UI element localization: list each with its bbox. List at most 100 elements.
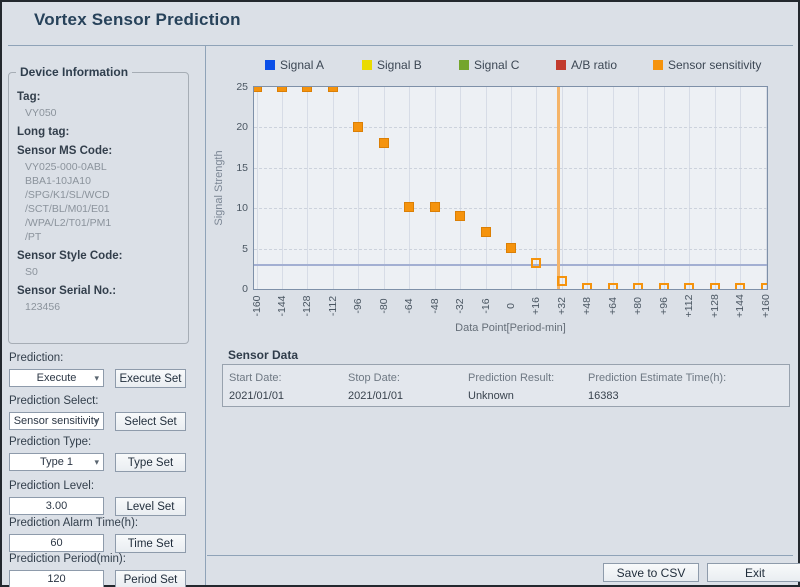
device-information-title: Device Information xyxy=(16,65,133,79)
data-point-marker xyxy=(556,275,567,286)
legend-swatch-icon xyxy=(653,60,663,70)
prediction-alarm-time-row: Time Set xyxy=(9,534,191,553)
data-point-marker xyxy=(684,282,695,289)
x-tick-label: -32 xyxy=(454,298,467,314)
device-field-label: Sensor Style Code: xyxy=(17,250,123,262)
data-point-marker xyxy=(735,282,746,289)
x-tick-label: +48 xyxy=(581,297,594,315)
prediction-type-select[interactable]: Type 1 ▾ xyxy=(9,453,104,471)
legend-swatch-icon xyxy=(362,60,372,70)
data-point-marker xyxy=(658,282,669,289)
data-point-marker xyxy=(582,282,593,289)
x-tick-label: +16 xyxy=(530,297,543,315)
prediction-select-set-button[interactable]: Select Set xyxy=(115,412,186,431)
prediction-period-row: Period Set xyxy=(9,570,191,587)
data-point-marker xyxy=(455,211,466,222)
x-tick-label: +80 xyxy=(632,297,645,315)
x-tick-label: -80 xyxy=(377,298,390,314)
x-tick-label: +128 xyxy=(708,294,721,318)
prediction-level-field[interactable] xyxy=(9,497,104,515)
legend-swatch-icon xyxy=(459,60,469,70)
prediction-level-label: Prediction Level: xyxy=(9,480,95,492)
prediction-alarm-time-group: Prediction Alarm Time(h): Time Set xyxy=(9,517,191,553)
legend-label: Signal B xyxy=(377,58,422,72)
chevron-down-icon: ▾ xyxy=(94,416,99,426)
y-tick-label: 10 xyxy=(236,202,248,215)
prediction-row: Execute ▾ Execute Set xyxy=(9,369,191,388)
gridline-vertical xyxy=(256,87,258,289)
prediction-select[interactable]: Execute ▾ xyxy=(9,369,104,387)
title-separator xyxy=(8,45,793,46)
device-field-value: VY050 xyxy=(25,107,57,119)
prediction-select-group: Prediction Select: Sensor sensitivity ▾ Sel… xyxy=(9,395,191,431)
prediction-level-group: Prediction Level: Level Set xyxy=(9,480,191,516)
gridline-vertical xyxy=(332,87,334,289)
y-tick-label: 5 xyxy=(242,242,248,255)
prediction-period-set-button[interactable]: Period Set xyxy=(115,570,186,587)
gridline-vertical xyxy=(663,87,665,289)
legend-label: A/B ratio xyxy=(571,58,618,72)
prediction-alarm-time-set-button[interactable]: Time Set xyxy=(115,534,186,553)
prediction-select-select[interactable]: Sensor sensitivity ▾ xyxy=(9,412,104,430)
chart-legend: Signal A Signal B Signal C A/B ratio Sensor … xyxy=(205,58,800,74)
prediction-alarm-time-field[interactable] xyxy=(9,534,104,552)
device-field-value: 123456 xyxy=(25,301,61,313)
gridline-horizontal xyxy=(254,127,767,129)
page-title: Vortex Sensor Prediction xyxy=(34,10,241,29)
prediction-set-button[interactable]: Execute Set xyxy=(115,369,186,388)
prediction-period-group: Prediction Period(min): Period Set xyxy=(9,553,191,587)
device-field-value: /SCT/BL/M01/E01 xyxy=(25,203,110,215)
device-field-value: BBA1-10JA10 xyxy=(25,175,91,187)
gridline-vertical xyxy=(383,87,385,289)
gridline-vertical xyxy=(536,87,538,289)
gridline-vertical xyxy=(765,87,767,289)
data-point-marker xyxy=(276,87,287,92)
prediction-type-group: Prediction Type: Type 1 ▾ Type Set xyxy=(9,436,191,472)
prediction-type-row: Type 1 ▾ Type Set xyxy=(9,453,191,472)
prediction-period-field[interactable] xyxy=(9,570,104,587)
prediction-level-row: Level Set xyxy=(9,497,191,516)
prediction-type-label: Prediction Type: xyxy=(9,436,92,448)
gridline-vertical xyxy=(358,87,360,289)
device-field-label: Sensor MS Code: xyxy=(17,145,113,157)
sensor-data-column-label: Stop Date: xyxy=(348,372,400,384)
data-point-marker xyxy=(633,282,644,289)
x-tick-label: -96 xyxy=(352,298,365,314)
prediction-type-value: Type 1 xyxy=(39,456,74,468)
gridline-vertical xyxy=(714,87,716,289)
x-tick-label: -16 xyxy=(479,298,492,314)
gridline-vertical xyxy=(638,87,640,289)
prediction-type-set-button[interactable]: Type Set xyxy=(115,453,186,472)
pane-divider xyxy=(205,45,206,585)
data-point-marker xyxy=(531,258,542,269)
x-tick-label: -128 xyxy=(301,295,314,317)
exit-button[interactable]: Exit xyxy=(707,563,800,582)
x-tick-label: -64 xyxy=(403,298,416,314)
device-field-label: Tag: xyxy=(17,91,41,103)
data-point-marker xyxy=(254,87,262,92)
threshold-line xyxy=(254,263,767,266)
data-point-marker xyxy=(607,282,618,289)
gridline-vertical xyxy=(434,87,436,289)
x-tick-label: 0 xyxy=(505,303,517,309)
sensor-data-column-label: Prediction Result: xyxy=(468,372,555,384)
gridline-vertical xyxy=(485,87,487,289)
prediction-value: Execute xyxy=(36,372,77,384)
prediction-level-set-button[interactable]: Level Set xyxy=(115,497,186,516)
data-point-marker xyxy=(327,87,338,92)
save-to-csv-button[interactable]: Save to CSV xyxy=(603,563,699,582)
data-point-marker xyxy=(760,282,767,289)
legend-item-signal-a: Signal A xyxy=(265,58,324,72)
data-point-marker xyxy=(480,227,491,238)
legend-swatch-icon xyxy=(556,60,566,70)
sensor-data-panel: Start Date: 2021/01/01 Stop Date: 2021/01/0… xyxy=(222,364,790,407)
x-tick-label: -144 xyxy=(275,295,288,317)
prediction-marker-line xyxy=(557,87,561,289)
device-information-panel: Device Information Tag: VY050 Long tag: Sen… xyxy=(8,65,189,344)
device-field-label: Sensor Serial No.: xyxy=(17,285,117,297)
x-tick-label: -112 xyxy=(326,295,339,317)
sensor-data-column-value: 2021/01/01 xyxy=(348,390,404,402)
legend-swatch-icon xyxy=(265,60,275,70)
device-field-label: Long tag: xyxy=(17,126,70,138)
device-field-value: S0 xyxy=(25,266,38,278)
